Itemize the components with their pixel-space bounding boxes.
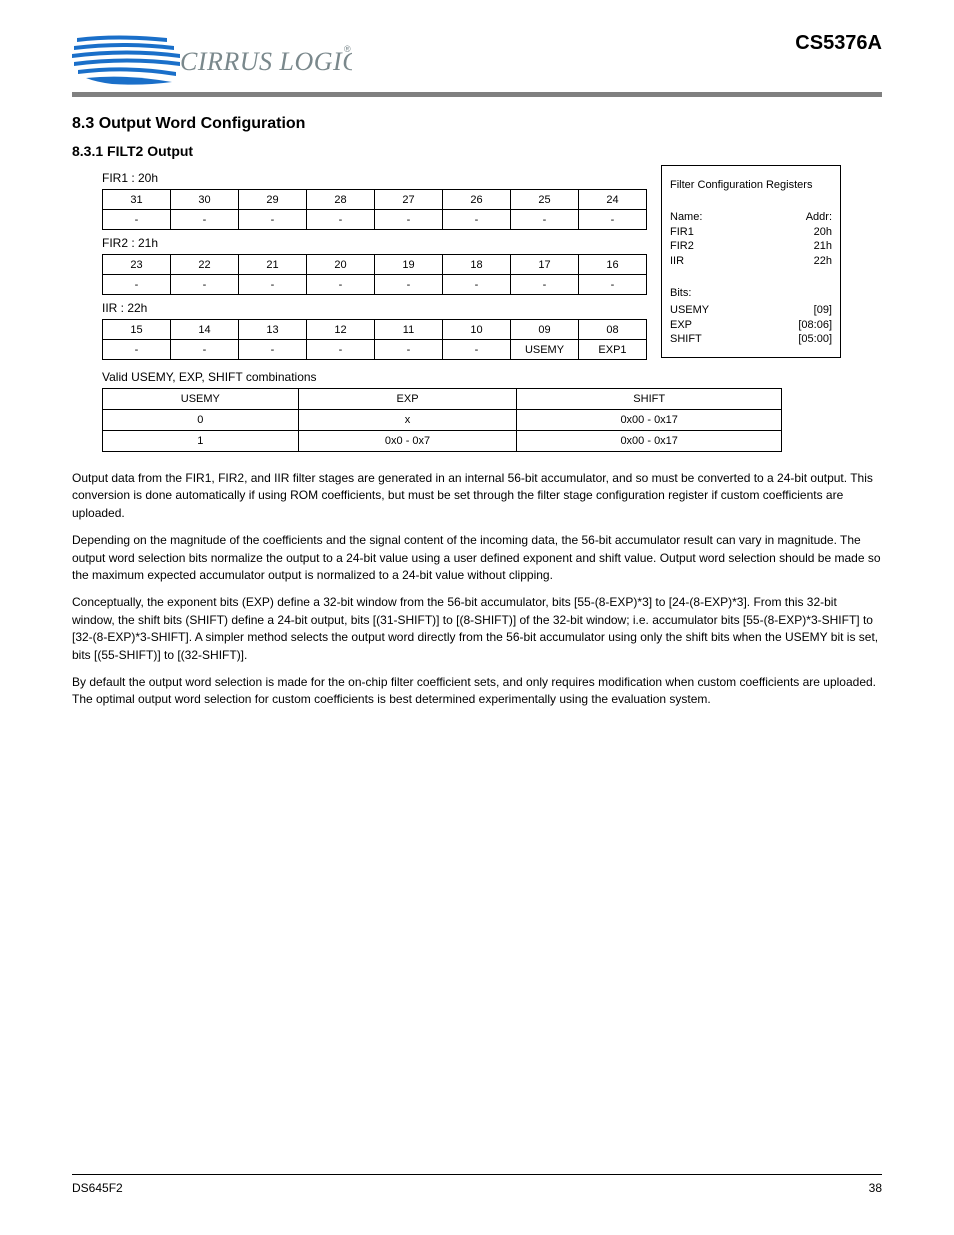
- bit-header: 27: [375, 190, 443, 210]
- paragraph: Depending on the magnitude of the coeffi…: [72, 532, 882, 584]
- bit-cell: -: [103, 210, 171, 230]
- bit-header: 22: [171, 255, 239, 275]
- bit-header: 14: [171, 320, 239, 340]
- bit-header: 15: [103, 320, 171, 340]
- bit-cell: -: [239, 275, 307, 295]
- bit-header: 08: [579, 320, 647, 340]
- sidebox-bit-name: SHIFT: [670, 332, 702, 347]
- bit-cell: -: [375, 340, 443, 360]
- bit-header: 31: [103, 190, 171, 210]
- bit-cell: -: [511, 275, 579, 295]
- bit-cell: -: [443, 210, 511, 230]
- bit-header: 19: [375, 255, 443, 275]
- bit-header: 09: [511, 320, 579, 340]
- bit-header: 30: [171, 190, 239, 210]
- bit-cell: -: [103, 275, 171, 295]
- sidebox-reg-addr: 20h: [814, 225, 832, 240]
- bit-cell: -: [443, 275, 511, 295]
- sidebox-reg-name: FIR1: [670, 225, 694, 240]
- bit-cell: -: [443, 340, 511, 360]
- range-header: EXP: [298, 389, 517, 410]
- bit-cell: -: [239, 340, 307, 360]
- register-table-fir2: 23 22 21 20 19 18 17 16 - - - - - - -: [102, 254, 647, 295]
- header-divider: [72, 92, 882, 97]
- range-table: USEMY EXP SHIFT 0 x 0x00 - 0x17 1 0x0 - …: [102, 388, 782, 452]
- range-cell: 0x0 - 0x7: [298, 431, 517, 452]
- bit-header: 24: [579, 190, 647, 210]
- sidebox-title: Filter Configuration Registers: [670, 178, 832, 193]
- bit-header: 13: [239, 320, 307, 340]
- register-info-box: Filter Configuration Registers Name: Add…: [661, 165, 841, 358]
- bit-header: 28: [307, 190, 375, 210]
- reg-label-fir2: FIR2 : 21h: [102, 236, 647, 250]
- bit-cell: -: [579, 210, 647, 230]
- range-cell: x: [298, 410, 517, 431]
- sidebox-bit-name: EXP: [670, 318, 692, 333]
- sidebox-reg-name: IIR: [670, 254, 684, 269]
- bit-header: 11: [375, 320, 443, 340]
- bit-cell: EXP1: [579, 340, 647, 360]
- sidebox-bit-range: [09]: [814, 303, 832, 318]
- range-header: SHIFT: [517, 389, 782, 410]
- reg-label-fir1: FIR1 : 20h: [102, 171, 647, 185]
- bit-header: 21: [239, 255, 307, 275]
- svg-text:®: ®: [344, 44, 351, 54]
- footer-doc-code: DS645F2: [72, 1181, 123, 1195]
- bit-cell: -: [579, 275, 647, 295]
- bit-header: 17: [511, 255, 579, 275]
- bit-cell: -: [307, 275, 375, 295]
- range-cell: 0x00 - 0x17: [517, 410, 782, 431]
- sidebox-name-label: Name:: [670, 210, 702, 225]
- sidebox-reg-name: FIR2: [670, 239, 694, 254]
- bit-header: 12: [307, 320, 375, 340]
- reg-label-iir: IIR : 22h: [102, 301, 647, 315]
- range-cell: 0: [103, 410, 299, 431]
- svg-text:CIRRUS LOGIC: CIRRUS LOGIC: [180, 47, 352, 76]
- bit-cell: -: [103, 340, 171, 360]
- range-header: USEMY: [103, 389, 299, 410]
- section-heading: 8.3 Output Word Configuration: [72, 115, 882, 133]
- range-cell: 1: [103, 431, 299, 452]
- bit-cell: -: [375, 210, 443, 230]
- bit-header: 10: [443, 320, 511, 340]
- section-subheading: 8.3.1 FILT2 Output: [72, 143, 882, 159]
- bit-header: 18: [443, 255, 511, 275]
- sidebox-bit-range: [05:00]: [798, 332, 832, 347]
- bit-cell: -: [375, 275, 443, 295]
- range-label: Valid USEMY, EXP, SHIFT combinations: [102, 370, 882, 384]
- bit-cell: -: [307, 210, 375, 230]
- paragraph: Conceptually, the exponent bits (EXP) de…: [72, 594, 882, 664]
- bit-cell: -: [171, 275, 239, 295]
- sidebox-addr-label: Addr:: [806, 210, 832, 225]
- register-table-iir: 15 14 13 12 11 10 09 08 - - - - - - USEM…: [102, 319, 647, 360]
- bit-cell: -: [511, 210, 579, 230]
- cirrus-logo: CIRRUS LOGIC ®: [72, 28, 352, 88]
- sidebox-reg-addr: 21h: [814, 239, 832, 254]
- paragraph: Output data from the FIR1, FIR2, and IIR…: [72, 470, 882, 522]
- body-text: Output data from the FIR1, FIR2, and IIR…: [72, 470, 882, 709]
- bit-header: 26: [443, 190, 511, 210]
- sidebox-reg-addr: 22h: [814, 254, 832, 269]
- sidebox-bit-name: USEMY: [670, 303, 709, 318]
- bit-header: 25: [511, 190, 579, 210]
- footer-page-number: 38: [869, 1181, 882, 1195]
- bit-cell: -: [239, 210, 307, 230]
- bit-cell: -: [171, 210, 239, 230]
- bit-header: 23: [103, 255, 171, 275]
- register-table-fir1: 31 30 29 28 27 26 25 24 - - - - - - -: [102, 189, 647, 230]
- sidebox-bit-range: [08:06]: [798, 318, 832, 333]
- bit-cell: -: [307, 340, 375, 360]
- bit-header: 20: [307, 255, 375, 275]
- bit-cell: USEMY: [511, 340, 579, 360]
- bit-cell: -: [171, 340, 239, 360]
- paragraph: By default the output word selection is …: [72, 674, 882, 709]
- bit-header: 29: [239, 190, 307, 210]
- range-cell: 0x00 - 0x17: [517, 431, 782, 452]
- doc-id: CS5376A: [795, 32, 882, 55]
- sidebox-bits-label: Bits:: [670, 286, 832, 301]
- bit-header: 16: [579, 255, 647, 275]
